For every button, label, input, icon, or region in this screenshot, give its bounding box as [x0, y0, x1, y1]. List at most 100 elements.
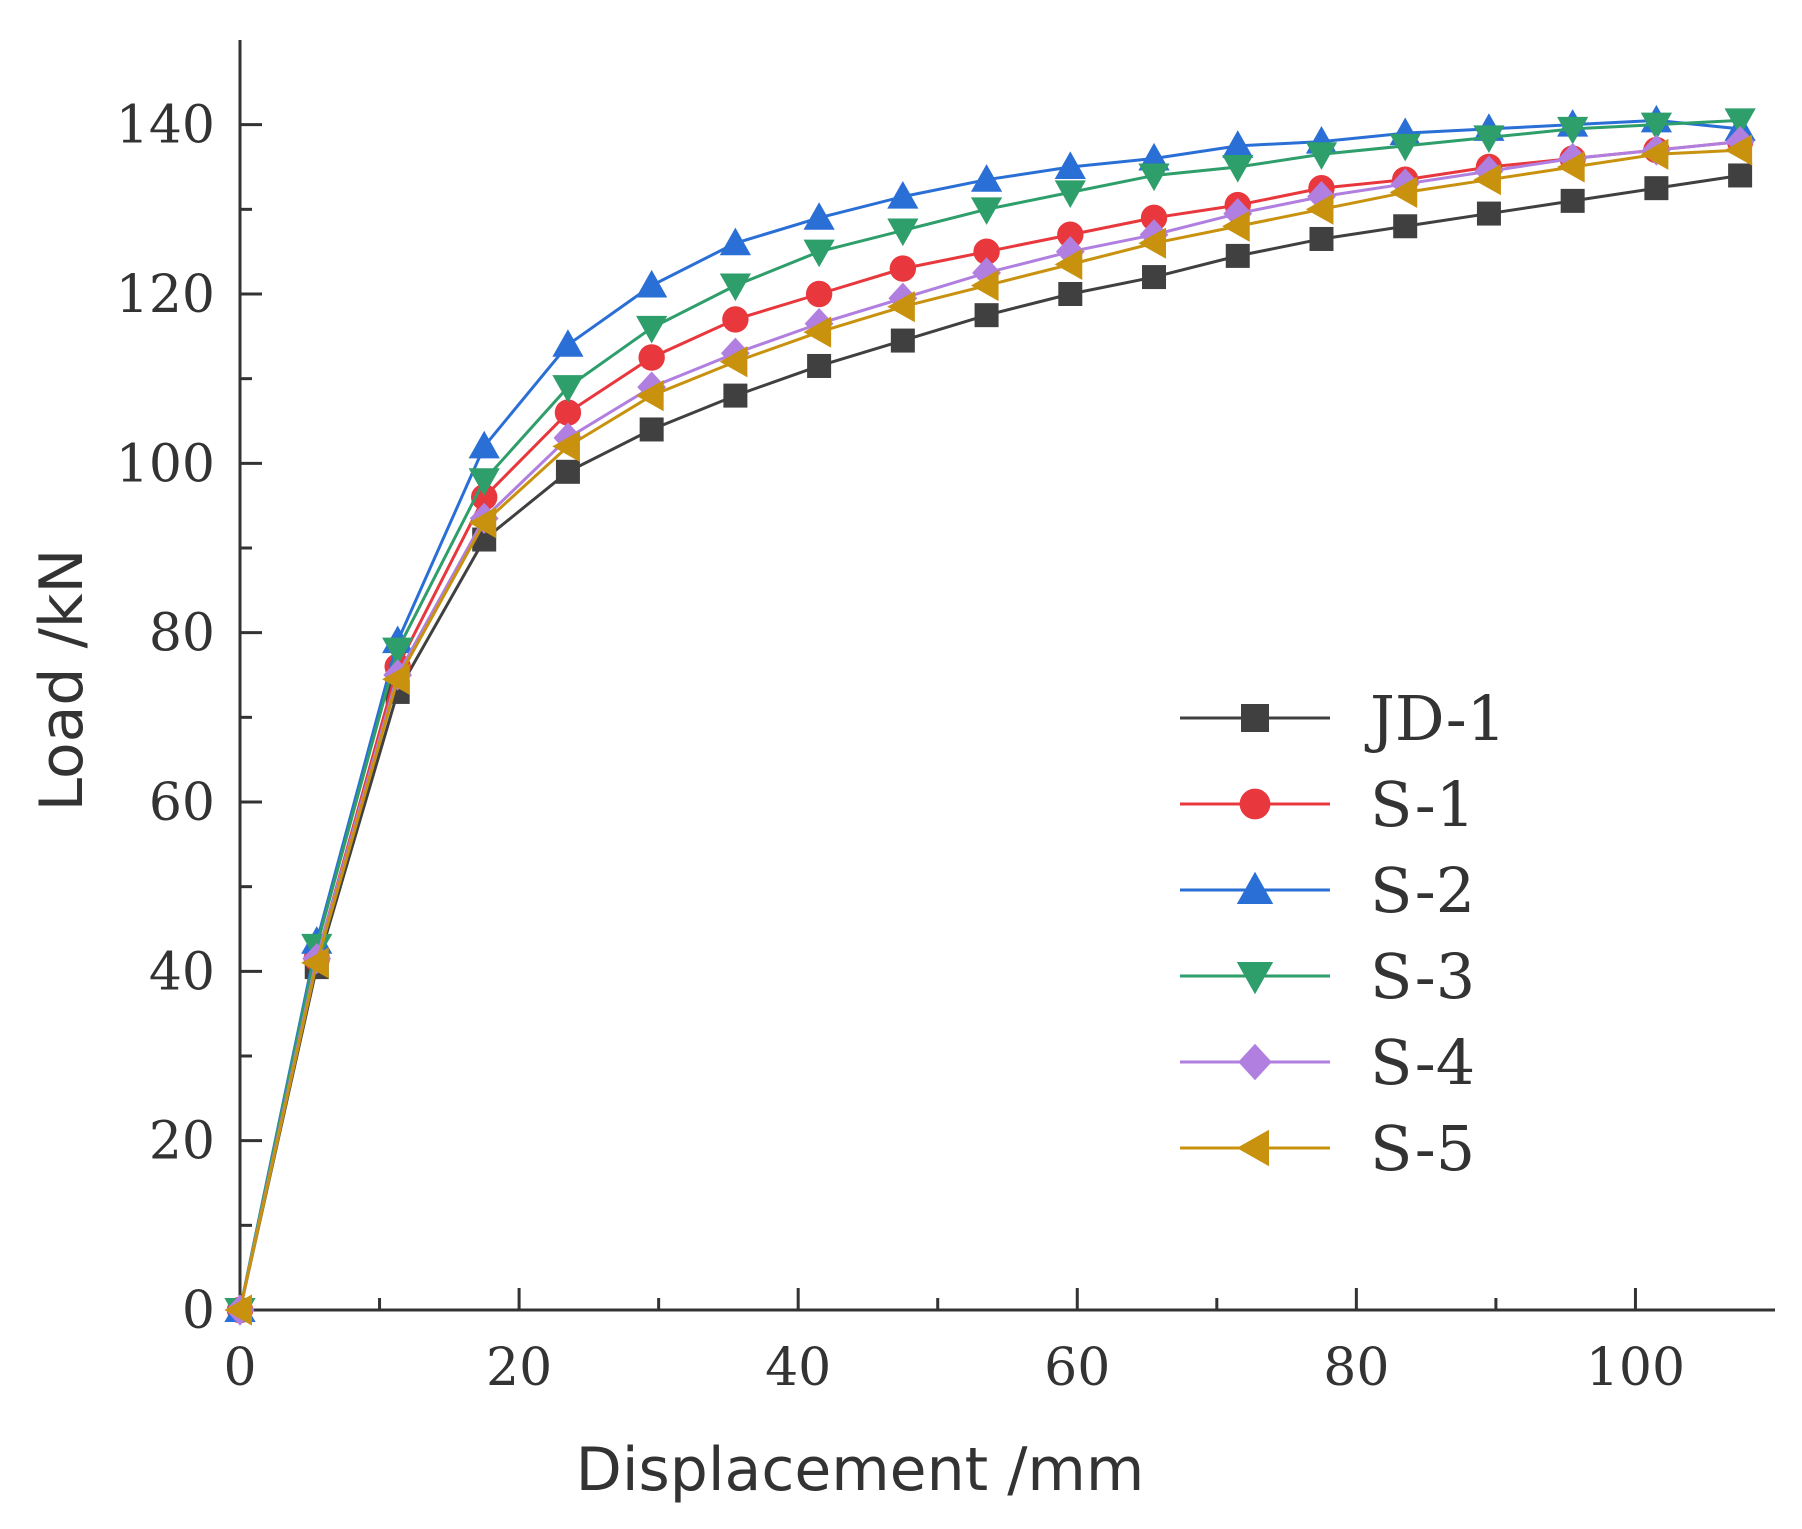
data-point-s-5	[1473, 164, 1501, 196]
data-point-s-5	[382, 663, 410, 695]
data-point-s-3	[1138, 163, 1170, 192]
data-point-jd-1	[1225, 243, 1250, 268]
data-point-s-1	[889, 255, 917, 282]
data-point-s-2	[552, 329, 584, 357]
axis-ticks: 0 20 40 60 80 100 0 20 40 60 80 100 120 140	[116, 96, 1685, 1398]
data-point-jd-1	[1142, 265, 1167, 290]
data-point-s-3	[1640, 112, 1672, 141]
legend-label-s-1: S-1	[1370, 768, 1475, 841]
data-point-s-2	[970, 164, 1003, 192]
data-point-s-5	[224, 1294, 252, 1326]
data-point-s-3	[1473, 125, 1505, 153]
axes	[238, 40, 1775, 1312]
legend: JD-1 S-1 S-2 S-3 S-4 S-5	[1180, 682, 1506, 1185]
legend-item-s-5: S-5	[1180, 1112, 1475, 1185]
data-point-s-5	[719, 346, 748, 378]
legend-marker-s-4	[1238, 1043, 1272, 1081]
data-point-jd-1	[974, 303, 999, 328]
data-point-s-3	[1557, 116, 1589, 145]
data-point-jd-1	[1728, 163, 1753, 188]
y-tick-label: 140	[116, 96, 215, 156]
data-point-s-5	[1640, 138, 1669, 170]
x-tick-label: 80	[1323, 1338, 1389, 1398]
legend-marker-s-5	[1236, 1129, 1269, 1167]
data-point-s-5	[1724, 134, 1753, 166]
data-point-jd-1	[1058, 282, 1083, 306]
data-point-s-1	[805, 280, 833, 308]
data-point-s-5	[970, 269, 999, 302]
series-line-s-3	[238, 118, 1741, 1311]
legend-marker-s-3	[1236, 962, 1274, 995]
data-point-s-5	[1222, 210, 1250, 242]
data-point-jd-1	[1476, 201, 1501, 226]
data-point-s-5	[468, 507, 497, 539]
data-point-s-2	[468, 430, 500, 459]
data-point-s-3	[552, 375, 584, 403]
data-point-s-5	[301, 947, 329, 979]
data-point-s-3	[887, 218, 919, 247]
data-point-s-5	[636, 380, 664, 412]
y-tick-label: 40	[149, 942, 215, 1002]
data-point-s-3	[468, 468, 500, 496]
data-point-s-3	[1222, 155, 1254, 183]
data-point-s-2	[1054, 151, 1086, 179]
data-point-s-3	[719, 273, 751, 302]
x-tick-label: 60	[1044, 1338, 1110, 1398]
legend-marker-jd-1	[1241, 704, 1269, 732]
series-s-5	[224, 134, 1753, 1326]
legend-label-s-5: S-5	[1370, 1112, 1475, 1185]
legend-marker-s-1	[1239, 788, 1271, 820]
data-series	[224, 104, 1756, 1326]
data-point-s-5	[1305, 193, 1334, 225]
legend-label-jd-1: JD-1	[1364, 682, 1506, 755]
data-point-s-2	[719, 227, 751, 256]
series-line-s-2	[238, 118, 1741, 1311]
y-tick-label: 120	[116, 265, 215, 325]
legend-label-s-4: S-4	[1370, 1026, 1475, 1099]
x-tick-label: 0	[223, 1338, 256, 1398]
data-point-s-5	[803, 316, 832, 348]
data-point-s-5	[1138, 227, 1167, 259]
legend-label-s-2: S-2	[1370, 854, 1475, 927]
data-point-jd-1	[1393, 214, 1418, 239]
data-point-s-3	[1305, 142, 1338, 170]
data-point-jd-1	[1644, 176, 1669, 201]
legend-marker-s-2	[1236, 871, 1274, 904]
data-point-s-3	[1389, 133, 1421, 162]
legend-item-s-4: S-4	[1180, 1026, 1475, 1099]
x-tick-label: 100	[1586, 1338, 1685, 1398]
x-tick-label: 20	[486, 1338, 552, 1398]
data-point-s-5	[1054, 248, 1083, 280]
legend-item-jd-1: JD-1	[1180, 682, 1506, 755]
data-point-s-3	[970, 197, 1003, 225]
data-point-jd-1	[807, 353, 832, 378]
data-point-s-2	[1222, 130, 1254, 158]
series-s-3	[224, 108, 1756, 1326]
data-point-s-5	[887, 291, 915, 323]
y-tick-label: 100	[116, 434, 215, 494]
data-point-s-1	[638, 344, 665, 371]
data-point-s-2	[803, 202, 835, 230]
data-point-s-3	[803, 239, 835, 268]
data-point-s-3	[1054, 180, 1086, 208]
data-point-jd-1	[890, 328, 915, 353]
data-point-jd-1	[1560, 188, 1585, 213]
series-jd-1	[228, 163, 1753, 1322]
data-point-s-1	[722, 306, 749, 333]
data-point-s-1	[1140, 204, 1168, 231]
data-point-s-3	[1724, 108, 1756, 137]
series-line-jd-1	[238, 173, 1741, 1311]
data-point-s-5	[1557, 151, 1585, 183]
data-point-s-1	[554, 399, 582, 426]
data-point-jd-1	[1309, 226, 1334, 251]
y-axis-title: Load /kN	[27, 549, 97, 812]
data-point-jd-1	[723, 383, 748, 408]
data-point-jd-1	[639, 417, 664, 442]
data-point-s-2	[636, 269, 668, 298]
legend-item-s-3: S-3	[1180, 940, 1475, 1013]
y-tick-label: 0	[182, 1281, 215, 1341]
data-point-s-3	[636, 315, 668, 344]
data-point-s-1	[1057, 221, 1084, 248]
y-tick-label: 60	[149, 773, 215, 833]
